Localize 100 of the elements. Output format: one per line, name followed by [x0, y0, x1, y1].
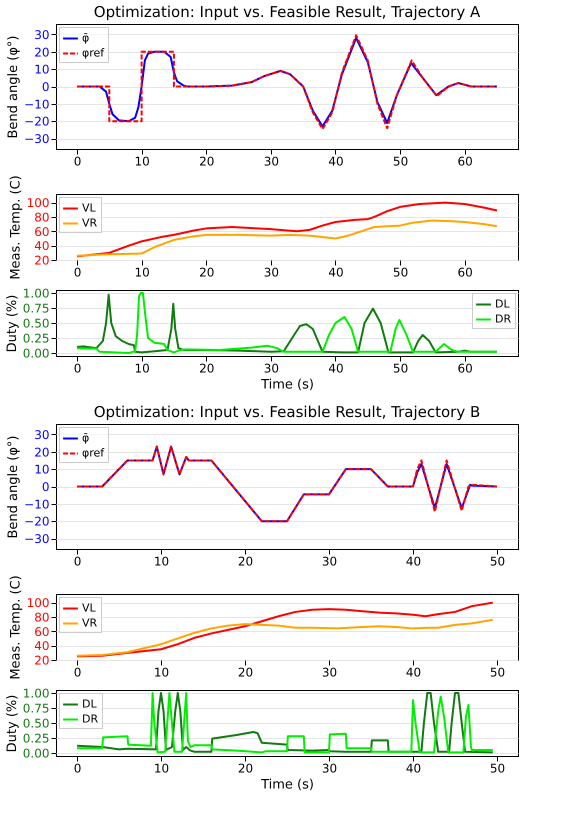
- x-tick-label: 50: [490, 554, 506, 568]
- legend-label: φref: [82, 46, 106, 60]
- y-tick-label: 40: [34, 639, 50, 654]
- y-axis-title: Meas. Temp. (C): [8, 575, 24, 680]
- y-tick-label: 0.00: [22, 346, 50, 360]
- y-tick-label: 30: [34, 428, 50, 442]
- y-tick-label: 0.50: [22, 716, 50, 730]
- x-tick-label: 20: [199, 362, 214, 376]
- y-tick-label: 60: [34, 624, 50, 639]
- y-tick-label: 0.75: [22, 702, 50, 716]
- x-tick-label: 10: [154, 762, 170, 776]
- x-tick-label: 0: [74, 762, 82, 776]
- y-tick-label: 20: [34, 45, 50, 60]
- x-tick-label: 0: [74, 154, 82, 168]
- x-tick-label: 10: [154, 666, 170, 680]
- y-tick-label: 0.00: [22, 746, 50, 760]
- legend-label: VL: [82, 202, 97, 214]
- y-tick-label: 60: [34, 224, 50, 239]
- legend-label: φ̄: [82, 32, 90, 44]
- x-tick-label: 50: [490, 666, 506, 680]
- y-tick-label: −10: [24, 497, 50, 512]
- x-tick-label: 10: [134, 266, 150, 280]
- x-tick-label: 10: [154, 554, 170, 568]
- x-tick-label: 20: [199, 266, 214, 280]
- x-tick-label: 40: [328, 362, 344, 376]
- y-tick-label: 100: [26, 196, 50, 210]
- y-tick-label: −10: [24, 97, 50, 112]
- y-tick-label: 0: [42, 80, 50, 94]
- legend-label: DR: [82, 712, 98, 726]
- x-tick-label: 10: [134, 154, 150, 168]
- y-tick-label: 10: [34, 462, 50, 477]
- x-tick-label: 20: [238, 762, 254, 776]
- y-tick-label: 20: [34, 445, 50, 460]
- x-tick-label: 0: [74, 554, 82, 568]
- y-tick-label: 30: [34, 28, 50, 42]
- x-tick-label: 30: [264, 266, 279, 280]
- legend-label: DL: [82, 698, 98, 710]
- y-tick-label: −20: [24, 114, 50, 129]
- x-tick-label: 20: [238, 666, 254, 680]
- x-tick-label: 20: [199, 154, 214, 168]
- x-tick-label: 40: [406, 762, 422, 776]
- line-series: [76, 692, 494, 754]
- line-series: [76, 618, 494, 657]
- y-tick-label: 0.25: [22, 332, 50, 346]
- y-tick-label: −30: [24, 532, 50, 546]
- x-tick-label: 20: [238, 554, 254, 568]
- legend-label: φ̄: [82, 432, 90, 444]
- x-tick-label: 50: [490, 762, 506, 776]
- legend-label: VL: [82, 602, 97, 614]
- y-tick-label: 80: [34, 610, 50, 624]
- y-tick-label: 0.25: [22, 732, 50, 746]
- legend-label: φref: [82, 446, 106, 460]
- x-tick-label: 40: [328, 266, 344, 280]
- y-tick-label: −20: [24, 514, 50, 529]
- x-tick-label: 30: [322, 666, 338, 680]
- y-axis-title: Bend angle (φ°): [6, 436, 22, 538]
- x-tick-label: 40: [406, 554, 422, 568]
- x-tick-label: 30: [322, 762, 338, 776]
- x-tick-label: 50: [392, 154, 408, 168]
- legend-label: VR: [82, 616, 98, 630]
- y-tick-label: 100: [26, 596, 50, 610]
- x-tick-label: 60: [458, 154, 473, 168]
- x-tick-label: 10: [134, 362, 150, 376]
- y-tick-label: 0.50: [22, 316, 50, 330]
- x-tick-label: 30: [264, 154, 279, 168]
- x-tick-label: 60: [458, 362, 473, 376]
- x-tick-label: 50: [392, 266, 408, 280]
- x-tick-label: 0: [74, 666, 82, 680]
- y-tick-label: 10: [34, 62, 50, 77]
- x-tick-label: 0: [74, 266, 82, 280]
- y-axis-title: Duty (%): [4, 694, 20, 752]
- x-tick-label: 40: [328, 154, 344, 168]
- y-axis-title: Bend angle (φ°): [6, 36, 22, 138]
- y-axis-title: Meas. Temp. (C): [8, 175, 24, 280]
- y-tick-label: 80: [34, 210, 50, 224]
- x-tick-label: 30: [322, 554, 338, 568]
- y-tick-label: 20: [34, 654, 50, 668]
- y-tick-label: 0.75: [22, 302, 50, 316]
- x-axis-title: Time (s): [260, 378, 314, 392]
- legend-label: DL: [495, 298, 510, 310]
- y-tick-label: 20: [34, 254, 50, 268]
- y-axis-title: Duty (%): [4, 294, 20, 352]
- y-tick-label: 0: [42, 480, 50, 494]
- x-tick-label: 50: [392, 362, 408, 376]
- y-tick-label: 40: [34, 239, 50, 254]
- chart-title: Optimization: Input vs. Feasible Result, Trajectory A: [94, 3, 481, 21]
- line-series: [76, 202, 498, 258]
- x-tick-label: 40: [406, 666, 422, 680]
- chart-title: Optimization: Input vs. Feasible Result, Trajectory B: [94, 403, 480, 421]
- y-tick-label: 1.00: [22, 286, 50, 300]
- x-axis-title: Time (s): [260, 778, 314, 792]
- legend-label: VR: [82, 216, 98, 230]
- x-tick-label: 30: [264, 362, 279, 376]
- y-tick-label: 1.00: [22, 686, 50, 700]
- x-tick-label: 60: [458, 266, 473, 280]
- legend-label: DR: [495, 312, 512, 326]
- y-tick-label: −30: [24, 132, 50, 146]
- x-tick-label: 0: [74, 362, 82, 376]
- line-series: [76, 602, 494, 658]
- line-series: [76, 220, 498, 257]
